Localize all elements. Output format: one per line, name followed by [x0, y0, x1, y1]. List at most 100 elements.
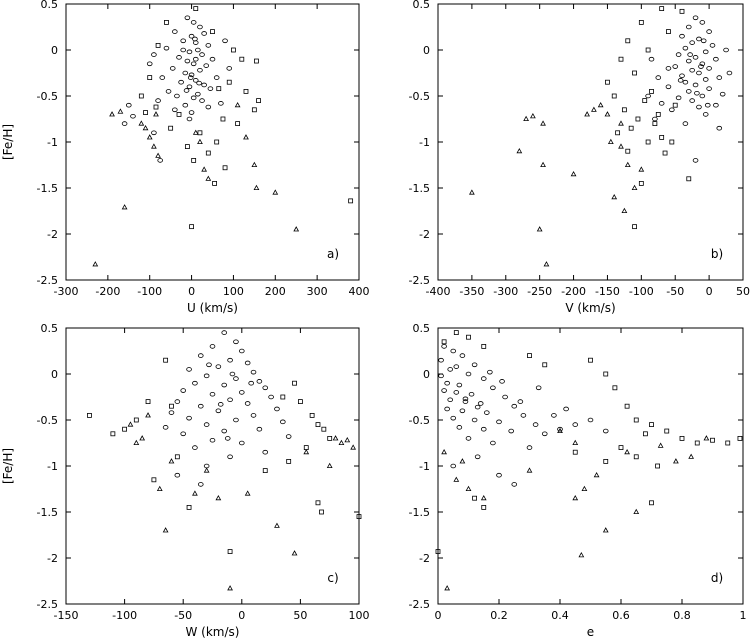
data-point-circle — [471, 417, 478, 423]
data-point-square — [256, 98, 261, 103]
y-tick-label: -2 — [47, 552, 58, 565]
data-point-circle — [462, 399, 469, 404]
data-point-triangle — [633, 508, 640, 514]
data-point-triangle — [162, 527, 169, 533]
data-point-circle — [675, 95, 682, 101]
data-point-circle — [239, 440, 245, 446]
data-point-triangle — [593, 471, 600, 478]
data-point-triangle — [251, 161, 258, 168]
data-point-circle — [121, 121, 128, 126]
data-point-circle — [669, 107, 675, 113]
data-point-square — [679, 435, 685, 441]
data-point-triangle — [584, 111, 590, 117]
data-point-circle — [453, 390, 460, 395]
y-tick-label: -1 — [419, 136, 430, 149]
panel-label: d) — [711, 571, 723, 585]
data-point-square — [280, 394, 286, 400]
series-circle — [162, 330, 292, 487]
data-point-circle — [146, 61, 153, 67]
x-tick-label: 0 — [435, 609, 442, 622]
data-point-square — [652, 121, 658, 126]
data-point-circle — [511, 482, 518, 487]
x-tick-label: 1 — [740, 609, 747, 622]
data-point-circle — [602, 428, 609, 434]
data-point-triangle — [459, 458, 466, 464]
data-point-triangle — [465, 485, 472, 492]
data-point-circle — [209, 56, 216, 62]
data-point-circle — [233, 339, 239, 345]
y-tick-label: -1.5 — [409, 506, 430, 519]
data-point-square — [710, 437, 715, 443]
data-point-circle — [496, 419, 502, 425]
data-point-circle — [551, 413, 557, 418]
data-point-circle — [209, 391, 216, 397]
data-point-square — [292, 380, 297, 386]
data-point-triangle — [243, 134, 249, 140]
data-point-triangle — [621, 207, 628, 214]
data-point-circle — [655, 75, 662, 80]
data-point-square — [189, 224, 194, 230]
data-point-circle — [450, 348, 457, 354]
data-point-square — [633, 454, 639, 460]
data-point-triangle — [607, 138, 614, 145]
data-point-triangle — [530, 113, 536, 119]
data-point-square — [662, 150, 668, 156]
series-triangle — [92, 101, 300, 267]
data-point-circle — [205, 104, 212, 110]
data-point-circle — [535, 385, 542, 391]
data-point-circle — [227, 454, 233, 460]
x-tick-label: -350 — [459, 285, 484, 298]
data-point-circle — [172, 107, 178, 113]
data-point-circle — [192, 56, 199, 62]
data-point-circle — [192, 445, 198, 450]
series-circle — [438, 344, 609, 487]
data-point-circle — [453, 364, 460, 369]
data-point-circle — [215, 364, 222, 369]
data-point-circle — [174, 399, 181, 404]
data-point-square — [356, 514, 362, 519]
data-point-circle — [213, 75, 220, 80]
data-point-square — [669, 139, 675, 145]
data-point-square — [624, 403, 630, 409]
y-tick-label: -0.5 — [37, 90, 58, 103]
data-point-circle — [694, 90, 700, 96]
data-point-triangle — [350, 444, 357, 450]
x-tick-label: 0.8 — [673, 609, 691, 622]
data-point-square — [466, 334, 471, 340]
data-point-circle — [438, 357, 444, 363]
data-point-circle — [256, 379, 263, 384]
data-point-triangle — [92, 261, 99, 267]
x-tick-label: -300 — [493, 285, 518, 298]
data-point-circle — [487, 369, 493, 375]
data-point-square — [168, 125, 174, 131]
data-point-square — [227, 549, 233, 554]
data-point-square — [625, 38, 631, 44]
data-point-square — [231, 47, 236, 53]
data-point-circle — [186, 84, 193, 90]
panel-label: c) — [327, 571, 338, 585]
data-point-circle — [250, 369, 257, 375]
data-point-circle — [226, 66, 233, 71]
x-tick-label: 0.6 — [612, 609, 630, 622]
data-point-circle — [188, 72, 195, 78]
data-point-circle — [201, 31, 207, 36]
data-point-circle — [197, 67, 203, 73]
panel-4: 0 0.2 0.4 0.6 0.8 1 -2.5 -2 -1.5 -1 -0.5 0 0.5 e d) — [409, 322, 747, 639]
data-point-circle — [700, 38, 707, 44]
data-point-square — [226, 79, 232, 85]
data-point-circle — [563, 406, 569, 412]
data-point-circle — [665, 66, 672, 71]
data-point-circle — [444, 406, 450, 412]
data-point-square — [214, 139, 220, 145]
plot-frame — [65, 327, 360, 605]
data-point-triangle — [151, 143, 157, 149]
x-tick-label: 0 — [188, 285, 195, 298]
data-point-circle — [178, 79, 184, 85]
data-point-square — [618, 445, 624, 451]
data-point-square — [235, 121, 241, 126]
data-point-triangle — [153, 111, 159, 117]
data-point-circle — [689, 67, 695, 73]
plot-frame — [65, 3, 360, 281]
data-point-circle — [517, 399, 524, 404]
series-square — [138, 6, 354, 230]
